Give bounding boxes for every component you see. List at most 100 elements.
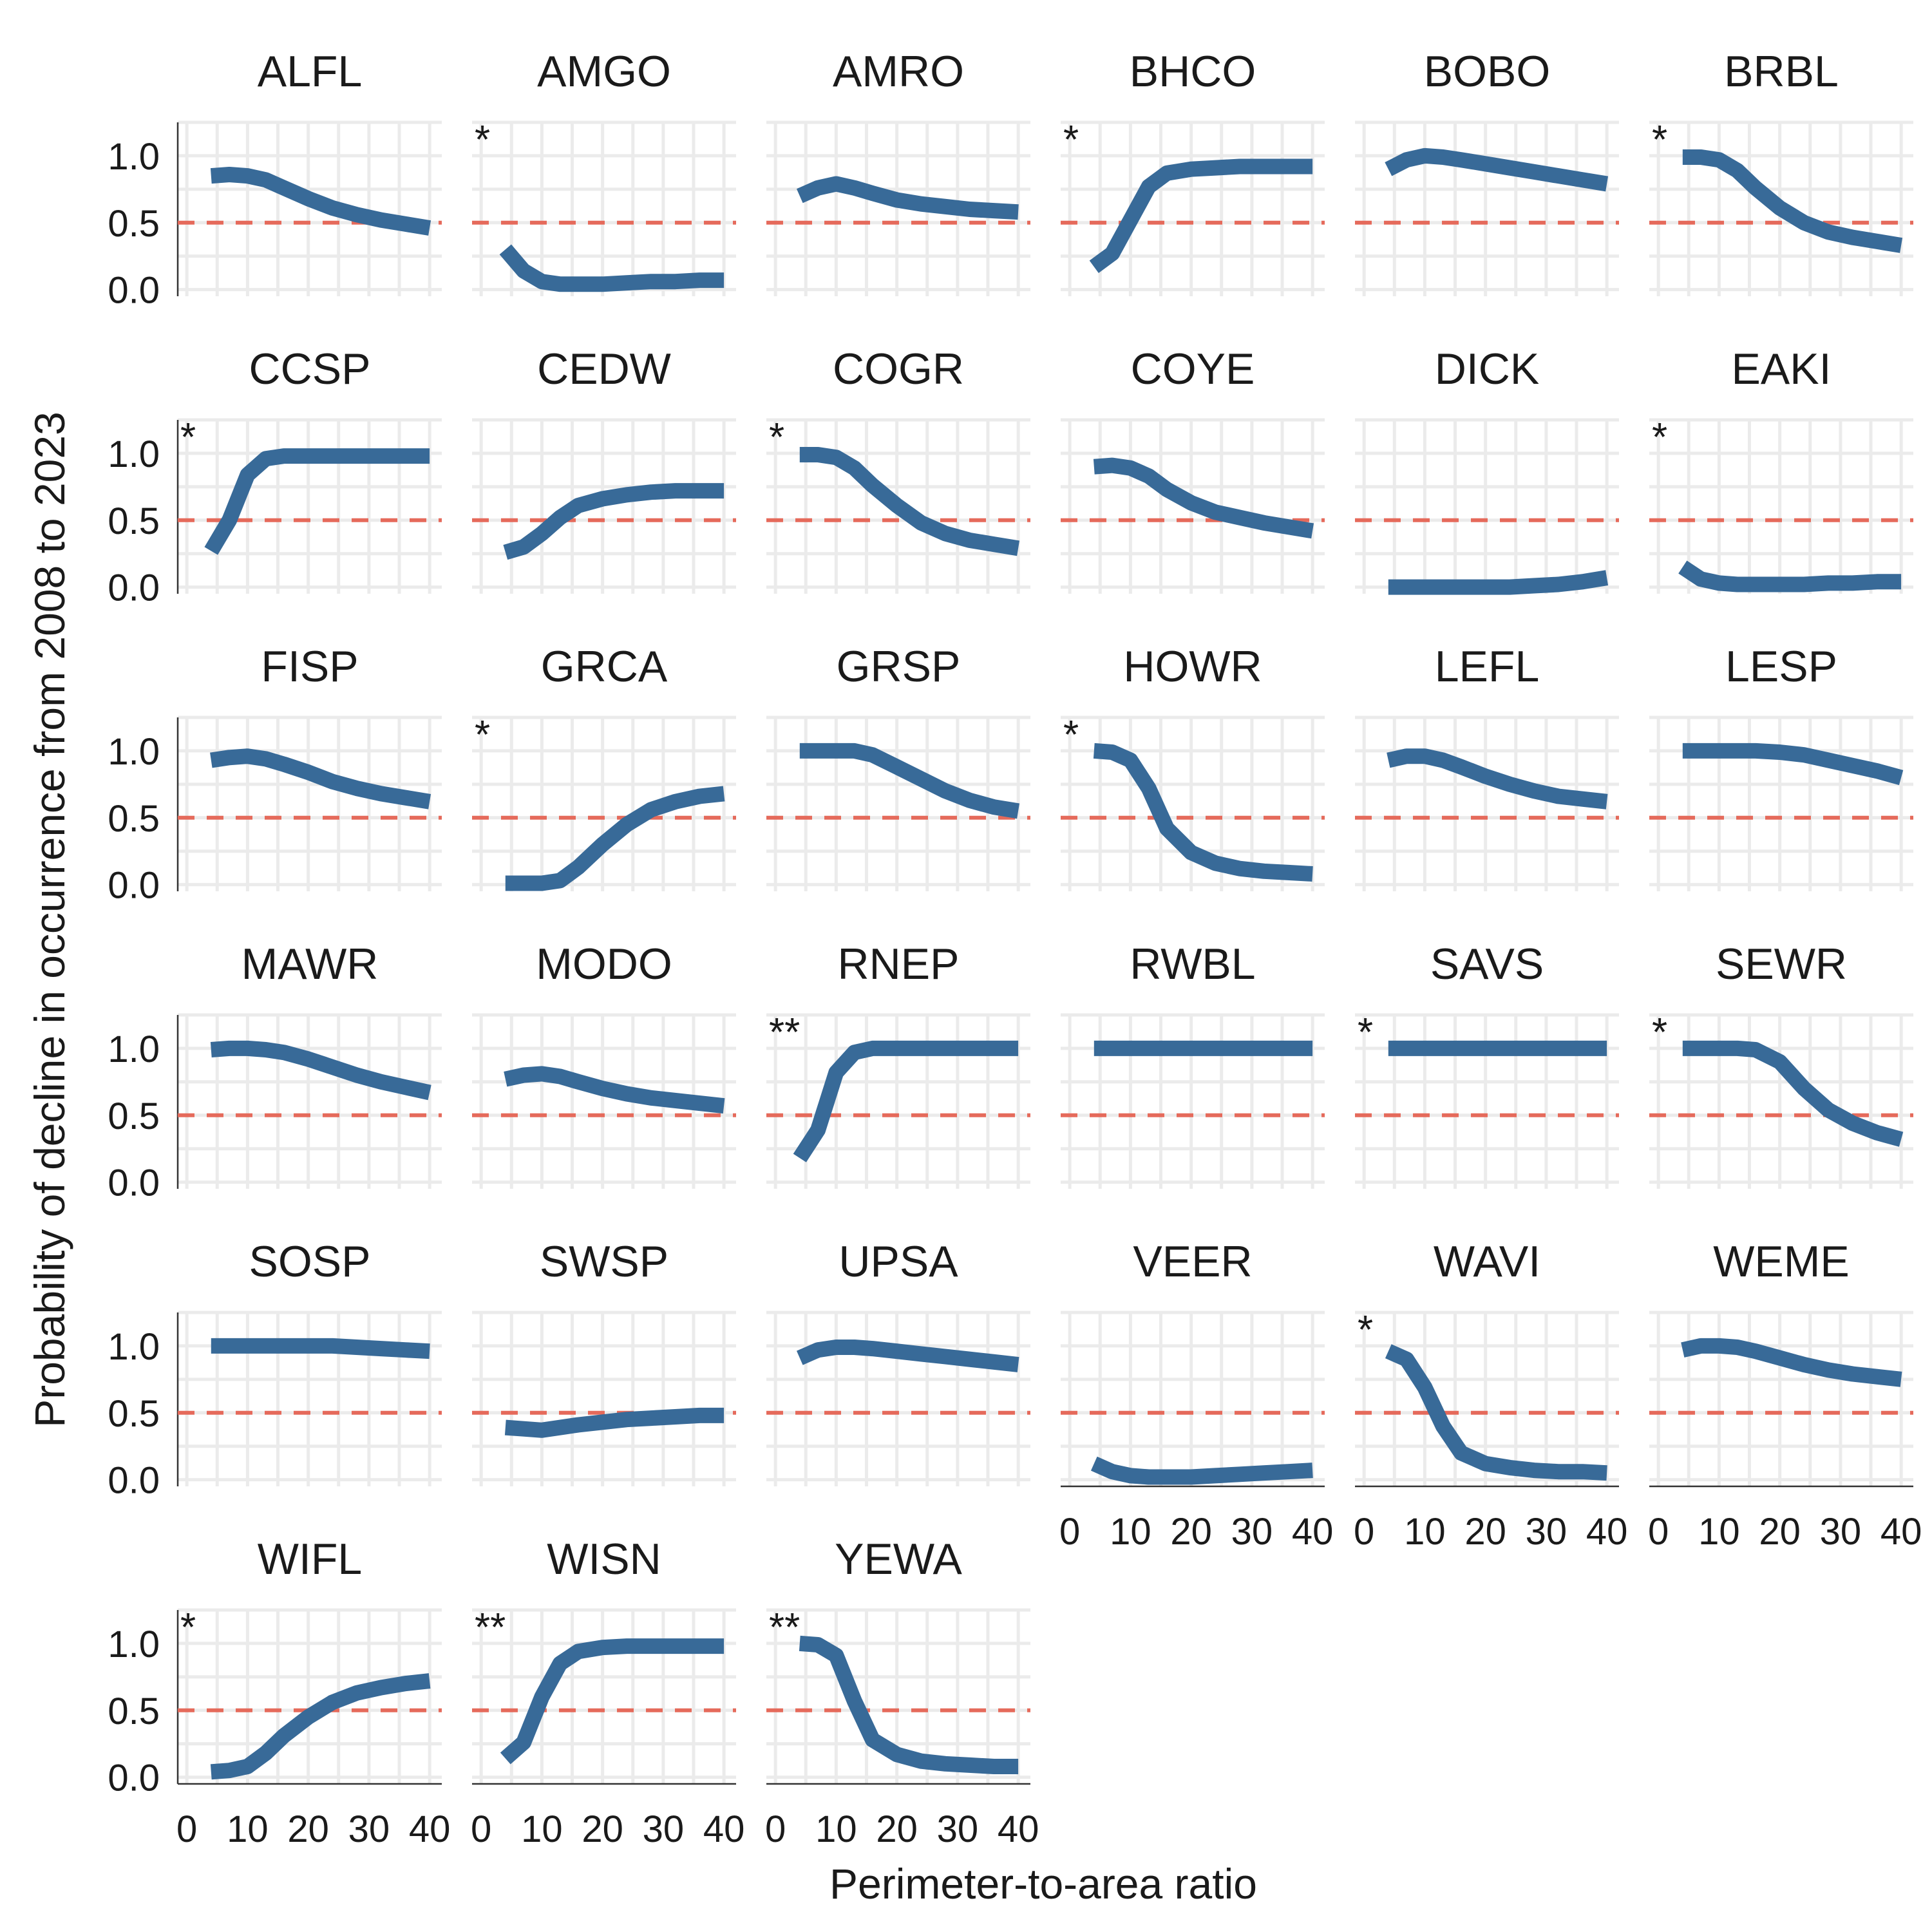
series-line-modo xyxy=(504,1066,725,1114)
y-tick-label: 0.0 xyxy=(108,1460,160,1502)
panel-title: CCSP xyxy=(249,345,371,393)
panel-lefl: LEFL xyxy=(1355,642,1619,891)
panel-sewr: SEWR * xyxy=(1649,940,1913,1189)
panel-title: SEWR xyxy=(1716,940,1847,989)
panel-title: EAKI xyxy=(1732,345,1832,393)
panel-title: RWBL xyxy=(1130,940,1255,989)
y-tick-label: 0.5 xyxy=(108,500,160,542)
y-tick-label: 0.0 xyxy=(108,567,160,609)
panel-fisp: FISP 0.0 0.5 1.0 xyxy=(108,642,442,907)
x-tick-label: 0 xyxy=(765,1808,786,1850)
panel-title: COGR xyxy=(833,345,964,393)
x-tick-label: 20 xyxy=(1170,1511,1212,1553)
panel-veer: VEER 0 10 20 30 40 xyxy=(1059,1237,1333,1553)
panel-cogr: COGR * xyxy=(766,345,1030,594)
x-axis-title: Perimeter-to-area ratio xyxy=(829,1860,1257,1908)
significance-marker: ** xyxy=(769,1010,800,1055)
x-tick-label: 30 xyxy=(348,1808,390,1850)
series-line-upsa xyxy=(796,1340,1019,1372)
panel-title: WEME xyxy=(1713,1237,1850,1286)
series-line-ccsp xyxy=(204,448,430,555)
panel-howr: HOWR * xyxy=(1061,642,1325,891)
significance-marker: * xyxy=(1652,415,1667,460)
panel-wavi: WAVI * 0 10 20 30 40 xyxy=(1354,1237,1627,1553)
series-line-veer xyxy=(1090,1456,1313,1485)
series-line-sewr xyxy=(1682,1040,1904,1147)
x-tick-label: 0 xyxy=(176,1808,197,1850)
significance-marker: ** xyxy=(475,1605,506,1650)
panel-title: WIFL xyxy=(258,1535,362,1584)
x-tick-label: 0 xyxy=(471,1808,491,1850)
panel-yewa: YEWA ** 0 10 20 30 40 xyxy=(765,1535,1039,1850)
series-line-dick xyxy=(1388,570,1609,595)
x-tick-label: 40 xyxy=(998,1808,1039,1850)
x-tick-label: 10 xyxy=(1404,1511,1446,1553)
panel-mawr: MAWR 0.0 0.5 1.0 xyxy=(108,940,442,1204)
x-tick-label: 40 xyxy=(409,1808,451,1850)
panel-eaki: EAKI * xyxy=(1649,345,1913,594)
panel-wifl: WIFL * 0.0 0.5 1.0 0 10 20 30 40 xyxy=(108,1535,450,1850)
series-line-wisn xyxy=(500,1638,724,1765)
x-tick-label: 10 xyxy=(1110,1511,1151,1553)
panel-title: MAWR xyxy=(242,940,379,989)
panel-title: HOWR xyxy=(1123,642,1262,691)
series-line-sosp xyxy=(211,1338,430,1359)
x-tick-label: 10 xyxy=(227,1808,269,1850)
significance-marker: * xyxy=(1358,1308,1373,1352)
series-line-mawr xyxy=(210,1040,431,1101)
significance-marker: * xyxy=(180,415,196,460)
panel-title: WAVI xyxy=(1434,1237,1540,1286)
y-tick-label: 1.0 xyxy=(108,1028,160,1070)
panel-title: LESP xyxy=(1725,642,1837,691)
x-tick-label: 40 xyxy=(1292,1511,1334,1553)
x-tick-label: 20 xyxy=(1464,1511,1506,1553)
x-tick-label: 40 xyxy=(1586,1511,1628,1553)
x-tick-label: 30 xyxy=(643,1808,685,1850)
series-line-lesp xyxy=(1682,743,1904,786)
panel-title: MODO xyxy=(536,940,672,989)
panel-weme: WEME 0 10 20 30 40 xyxy=(1648,1237,1922,1553)
y-tick-label: 1.0 xyxy=(108,731,160,773)
series-line-grsp xyxy=(799,743,1020,819)
panel-title: SWSP xyxy=(540,1237,668,1286)
significance-marker: * xyxy=(1652,118,1667,162)
panel-ccsp: CCSP * 0.0 0.5 1.0 xyxy=(108,345,442,609)
panel-wisn: WISN ** 0 10 20 30 40 xyxy=(471,1535,744,1850)
series-line-amgo xyxy=(499,244,724,292)
x-tick-label: 20 xyxy=(876,1808,918,1850)
series-line-grca xyxy=(505,786,725,891)
significance-marker: * xyxy=(1063,713,1079,757)
panel-title: LEFL xyxy=(1435,642,1540,691)
y-tick-label: 0.5 xyxy=(108,203,160,245)
panel-title: WISN xyxy=(547,1535,661,1584)
series-line-wifl xyxy=(210,1673,431,1780)
panel-rnep: RNEP ** xyxy=(766,940,1030,1189)
panel-title: UPSA xyxy=(838,1237,958,1286)
panel-alfl: ALFL 0.0 0.5 1.0 xyxy=(108,47,442,312)
significance-marker: * xyxy=(1063,118,1079,162)
series-line-amro xyxy=(796,176,1019,220)
panel-title: SAVS xyxy=(1430,940,1544,989)
panel-title: RNEP xyxy=(838,940,960,989)
series-line-weme xyxy=(1681,1338,1902,1387)
y-tick-label: 0.0 xyxy=(108,1162,160,1204)
series-line-bobo xyxy=(1385,147,1609,192)
panel-title: CEDW xyxy=(537,345,671,393)
panel-upsa: UPSA xyxy=(766,1237,1030,1486)
x-tick-label: 20 xyxy=(1759,1511,1801,1553)
significance-marker: * xyxy=(180,1605,196,1650)
series-line-wavi xyxy=(1385,1344,1607,1481)
panel-title: AMGO xyxy=(537,47,671,96)
panel-amro: AMRO xyxy=(766,47,1030,296)
x-tick-label: 0 xyxy=(1354,1511,1374,1553)
panel-grca: GRCA * xyxy=(472,642,736,891)
y-tick-label: 0.0 xyxy=(108,865,160,907)
y-tick-label: 1.0 xyxy=(108,1624,160,1665)
x-tick-label: 20 xyxy=(582,1808,623,1850)
series-line-fisp xyxy=(210,748,431,810)
x-tick-label: 0 xyxy=(1059,1511,1080,1553)
significance-marker: * xyxy=(1652,1010,1667,1055)
series-line-rnep xyxy=(793,1040,1019,1162)
y-tick-label: 1.0 xyxy=(108,136,160,178)
